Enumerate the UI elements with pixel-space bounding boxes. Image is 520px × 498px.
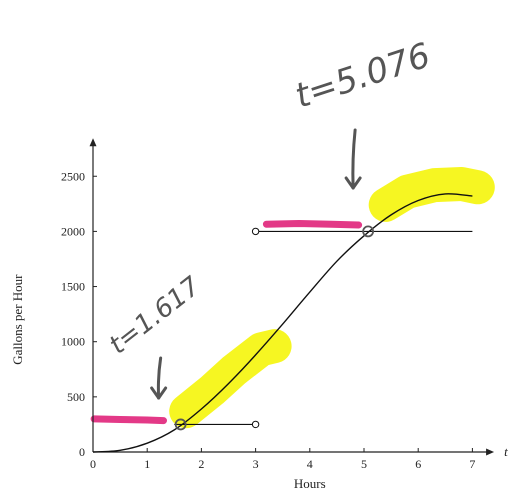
x-tick-label: 0	[90, 457, 96, 471]
arrow-down-head	[344, 176, 362, 190]
y-tick-label: 500	[67, 390, 85, 404]
y-tick-label: 2000	[61, 224, 85, 238]
x-ticks: 0 1 2 3 4 5 6 7	[90, 448, 475, 471]
x-tick-label: 6	[415, 457, 421, 471]
annotation-text: t=5.076	[290, 36, 435, 117]
arrow-down	[156, 356, 163, 400]
y-axis-arrow	[89, 138, 97, 147]
x-axis-label: Hours	[294, 476, 326, 491]
highlighter-marks	[90, 167, 495, 429]
x-axis-end-label: t	[504, 444, 508, 459]
axes: t	[89, 138, 508, 459]
x-tick-label: 4	[307, 457, 313, 471]
x-tick-label: 5	[361, 457, 367, 471]
highlight-pink	[90, 415, 167, 425]
x-axis-arrow	[486, 448, 495, 456]
intersection-circle	[362, 225, 375, 238]
highlight-yellow	[368, 167, 495, 222]
arrow-down-head	[150, 386, 168, 400]
arrow-down	[351, 128, 357, 190]
y-tick-label: 1500	[61, 280, 85, 294]
intersection-circle	[174, 418, 187, 431]
highlight-yellow	[169, 329, 292, 429]
open-endpoint	[251, 227, 260, 236]
annotation-text: t=1.617	[104, 271, 207, 360]
highlight-pink	[262, 220, 363, 229]
x-tick-label: 2	[198, 457, 204, 471]
open-endpoint	[251, 420, 260, 429]
y-axis-label: Gallons per Hour	[10, 274, 25, 365]
y-tick-label: 1000	[61, 335, 85, 349]
x-tick-label: 7	[469, 457, 475, 471]
flow-rate-curve	[92, 193, 473, 453]
x-tick-label: 1	[144, 457, 150, 471]
annotations: t=1.617 t=5.076	[104, 36, 435, 431]
x-tick-label: 3	[253, 457, 259, 471]
y-tick-label: 0	[79, 445, 85, 459]
y-ticks: 0 500 1000 1500 2000 2500	[61, 169, 97, 459]
y-tick-label: 2500	[61, 169, 85, 183]
